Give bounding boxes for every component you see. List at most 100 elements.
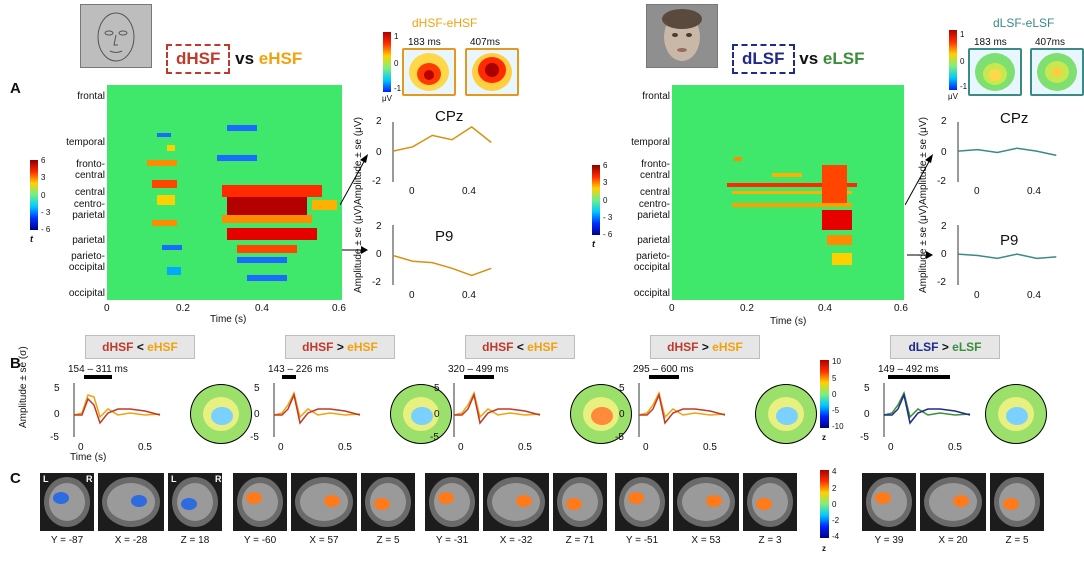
y-tick: 0 <box>376 249 382 260</box>
b-y-label: Amplitude ± se (σ) <box>18 346 29 428</box>
lsf-arrows <box>905 154 933 259</box>
x-axis-label: Time (s) <box>770 316 807 327</box>
right-marker: R <box>86 474 93 484</box>
erp-cpz-lsf <box>957 122 1057 182</box>
mri-slice <box>615 473 669 531</box>
lsf-face-stimulus <box>646 4 718 68</box>
channel-label-p9: P9 <box>1000 232 1019 249</box>
slice-coordinate: Z = 5 <box>376 535 400 546</box>
y-tick: 0 <box>376 147 382 158</box>
mri-slice <box>40 473 94 531</box>
cmp-cond-a: dHSF <box>482 340 514 354</box>
cbar-tick: 0 <box>41 191 46 200</box>
c-z-colorbar <box>820 470 829 538</box>
hsf-arrows <box>340 154 368 254</box>
topomap-head <box>755 384 817 444</box>
cbar-tick: 6 <box>41 156 46 165</box>
y-tick: -5 <box>860 432 869 443</box>
region-label: centro- parietal <box>637 199 670 221</box>
mri-slice <box>233 473 287 531</box>
x-tick: 0.4 <box>1027 186 1041 197</box>
x-tick: 0.5 <box>518 442 532 453</box>
topo-map-183 <box>968 48 1022 96</box>
b-erp-plot <box>883 375 971 437</box>
lsf-condition-title: dLSF vs eLSF <box>732 44 864 74</box>
topo-time-label: 407ms <box>1035 37 1066 48</box>
y-tick: 2 <box>941 116 947 127</box>
b-erp-plot <box>73 375 161 437</box>
y-tick: 5 <box>619 383 625 394</box>
slice-coordinate: Z = 3 <box>758 535 782 546</box>
time-window-label: 143 – 226 ms <box>268 364 329 375</box>
significance-bar <box>282 375 296 379</box>
ehsf-label: eHSF <box>258 49 303 68</box>
y-tick: -2 <box>937 277 946 288</box>
channel-label-cpz: CPz <box>1000 110 1029 127</box>
region-label: occipital <box>68 288 105 299</box>
slice-coordinate: Y = -87 <box>50 535 84 546</box>
y-tick: 5 <box>254 383 260 394</box>
mri-slice <box>98 473 164 531</box>
region-label: temporal <box>66 137 105 148</box>
y-tick: 0 <box>254 409 260 420</box>
cmp-operator: > <box>701 340 709 354</box>
topo-time-label: 407ms <box>470 37 501 48</box>
significance-bar <box>888 375 950 379</box>
y-tick: 0 <box>434 409 440 420</box>
channel-label-p9: P9 <box>435 228 454 245</box>
b-erp-plot <box>453 375 541 437</box>
cmp-cond-b: eLSF <box>952 340 982 354</box>
mri-slice <box>291 473 357 531</box>
time-window-label: 295 – 600 ms <box>633 364 694 375</box>
slice-coordinate: Z = 71 <box>565 535 595 546</box>
x-tick: 0.5 <box>138 442 152 453</box>
erp-p9-lsf <box>957 225 1057 285</box>
mri-slice <box>425 473 479 531</box>
cbar-tick: - 6 <box>603 230 613 239</box>
x-axis-label: Time (s) <box>210 314 247 325</box>
region-label: parieto- occipital <box>633 251 670 273</box>
x-tick: 0.2 <box>740 303 754 314</box>
topo-time-label: 183 ms <box>974 37 1007 48</box>
cmp-cond-a: dHSF <box>102 340 134 354</box>
y-tick: 0 <box>941 147 947 158</box>
left-marker: L <box>43 474 49 484</box>
mri-slice <box>920 473 986 531</box>
mri-slice <box>553 473 607 531</box>
x-tick: 0 <box>974 290 980 301</box>
cbar-tick: 4 <box>832 467 837 476</box>
x-tick: 0.4 <box>818 303 832 314</box>
time-window-label: 149 – 492 ms <box>878 364 939 375</box>
comparison-box: dHSF < eHSF <box>465 335 575 359</box>
cmp-operator: > <box>941 340 949 354</box>
cmp-operator: < <box>136 340 144 354</box>
cmp-operator: < <box>516 340 524 354</box>
channel-label-cpz: CPz <box>435 108 464 125</box>
cbar-tick: - 3 <box>41 208 51 217</box>
y-tick: 5 <box>434 383 440 394</box>
b-erp-plot <box>638 375 726 437</box>
y-tick: 0 <box>619 409 625 420</box>
slice-coordinate: Y = -60 <box>243 535 277 546</box>
hsf-region-labels: frontal temporal fronto- central central… <box>55 85 105 305</box>
x-tick: 0 <box>409 186 415 197</box>
y-tick: -5 <box>430 432 439 443</box>
cbar-tick: -1 <box>960 82 968 91</box>
x-tick: 0.4 <box>255 303 269 314</box>
cbar-label: z <box>822 433 826 442</box>
hsf-t-colorbar: 6 3 0 - 3 - 6 t <box>30 156 50 244</box>
slice-coordinate: X = 57 <box>309 535 339 546</box>
panel-label-c: C <box>10 470 21 487</box>
y-tick: -2 <box>372 176 381 187</box>
cbar-tick: 0 <box>832 500 837 509</box>
region-label: occipital <box>633 288 670 299</box>
dhsf-label: dHSF <box>166 44 231 74</box>
erp-y-label: Amplitude ± se (μV) <box>918 117 929 205</box>
right-marker: R <box>215 474 222 484</box>
cbar-tick: 0 <box>960 57 965 66</box>
significance-bar <box>464 375 494 379</box>
lsf-region-labels: frontal temporal fronto- central central… <box>618 85 670 305</box>
y-tick: 5 <box>54 383 60 394</box>
comparison-box: dHSF > eHSF <box>285 335 395 359</box>
hsf-topo-title: dHSF-eHSF <box>412 16 478 30</box>
